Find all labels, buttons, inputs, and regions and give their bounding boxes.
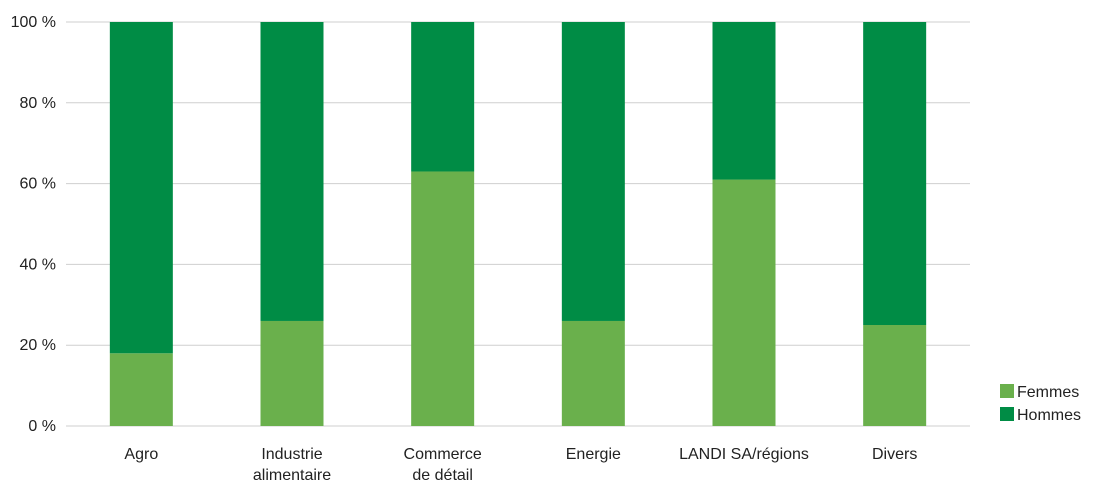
bar-femmes-1: [260, 320, 324, 426]
bar-hommes-0: [109, 22, 173, 354]
y-tick-label: 0 %: [28, 418, 56, 435]
y-axis-tick-labels: 0 % 20 % 40 % 60 % 80 % 100 %: [11, 14, 56, 435]
x-category-label: Commerce: [404, 446, 482, 463]
bar-femmes-5: [863, 325, 927, 426]
x-category-label: Agro: [124, 446, 158, 463]
y-tick-label: 20 %: [20, 337, 56, 354]
bar-femmes-2: [411, 171, 475, 426]
legend-label-hommes: Hommes: [1017, 407, 1081, 424]
bars: [109, 22, 927, 426]
legend: Femmes Hommes: [1000, 384, 1081, 424]
bar-femmes-3: [561, 320, 625, 426]
x-category-label: Energie: [566, 446, 621, 463]
gridlines: [66, 21, 970, 427]
x-category-label: de détail: [412, 467, 473, 484]
y-tick-label: 100 %: [11, 14, 56, 31]
x-axis-category-labels: Agro Industrie alimentaire Commerce de détai…: [124, 446, 917, 484]
legend-label-femmes: Femmes: [1017, 384, 1079, 401]
x-category-label: Divers: [872, 446, 917, 463]
bar-hommes-5: [863, 22, 927, 325]
y-tick-label: 60 %: [20, 176, 56, 193]
legend-swatch-hommes: [1000, 407, 1014, 421]
bar-hommes-1: [260, 22, 324, 321]
bar-hommes-2: [411, 22, 475, 172]
bar-femmes-4: [712, 179, 776, 426]
x-category-label: Industrie: [261, 446, 322, 463]
y-tick-label: 80 %: [20, 95, 56, 112]
bar-hommes-4: [712, 22, 776, 180]
bar-femmes-0: [109, 353, 173, 426]
legend-swatch-femmes: [1000, 384, 1014, 398]
y-tick-label: 40 %: [20, 256, 56, 273]
x-category-label: LANDI SA/régions: [679, 446, 809, 463]
x-category-label: alimentaire: [253, 467, 331, 484]
bar-hommes-3: [561, 22, 625, 321]
